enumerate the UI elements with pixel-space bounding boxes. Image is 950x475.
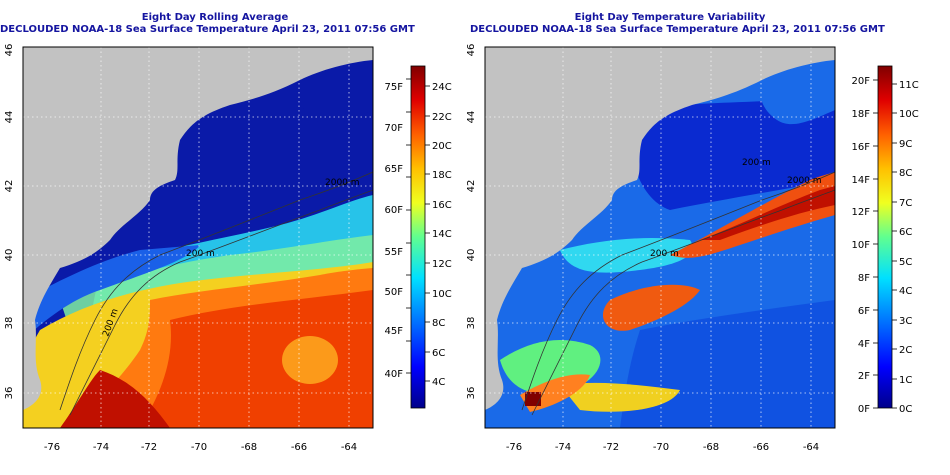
lon-tick-label: -74: [93, 442, 109, 453]
lon-tick-label: -64: [341, 442, 357, 453]
cbar-c-label: 24C: [432, 82, 452, 93]
cbar-f-label: 0F: [858, 404, 870, 415]
cbar-c-label: 0C: [899, 404, 912, 415]
cbar-c-label: 4C: [432, 377, 445, 388]
cbar-c-label: 18C: [432, 170, 452, 181]
left-latitude-ticks: 36 38 40 42 44 46: [4, 44, 15, 400]
right-map-subtitle: DECLOUDED NOAA-18 Sea Surface Temperatur…: [470, 24, 885, 35]
cbar-f-label: 70F: [385, 123, 404, 134]
cbar-c-label: 20C: [432, 141, 452, 152]
cbar-c-label: 22C: [432, 112, 452, 123]
right-latitude-ticks: 36 38 40 42 44 46: [466, 44, 477, 400]
right-land-mass: [485, 47, 835, 410]
lon-tick-label: -72: [603, 442, 619, 453]
lon-tick-label: -76: [506, 442, 522, 453]
cbar-f-label: 16F: [852, 142, 871, 153]
right-colorbar: 0F 2F 4F 6F 8F 10F 12F 14F 16F 18F 20F 0…: [852, 65, 919, 415]
cbar-c-label: 6C: [899, 227, 912, 238]
right-map-title: Eight Day Temperature Variability: [574, 12, 766, 23]
cbar-f-label: 12F: [852, 207, 871, 218]
cbar-f-label: 4F: [858, 339, 870, 350]
cbar-f-label: 18F: [852, 109, 871, 120]
cbar-f-label: 40F: [385, 369, 404, 380]
cbar-c-label: 1C: [899, 375, 912, 386]
cbar-c-label: 2C: [899, 345, 912, 356]
right-contour-label: 200 m: [650, 249, 679, 259]
cbar-c-label: 4C: [899, 286, 912, 297]
cbar-f-label: 75F: [385, 82, 404, 93]
right-variability-map: 200 m 2000 m 200 m: [485, 47, 835, 428]
lon-tick-label: -74: [555, 442, 571, 453]
lon-tick-label: -72: [141, 442, 157, 453]
right-contour-label: 200 m: [742, 158, 771, 168]
lat-tick-label: 40: [466, 249, 477, 262]
cbar-f-label: 65F: [385, 164, 404, 175]
cbar-f-label: 55F: [385, 247, 404, 258]
left-sst-map: 200 m 2000 m 200 m: [23, 47, 373, 428]
cbar-c-label: 11C: [899, 80, 919, 91]
lat-tick-label: 36: [466, 387, 477, 400]
cbar-c-label: 12C: [432, 259, 452, 270]
lat-tick-label: 40: [4, 249, 15, 262]
left-colorbar: 40F 45F 50F 55F 60F 65F 70F 75F 4C 6C 8C…: [385, 65, 452, 409]
lon-tick-label: -68: [241, 442, 257, 453]
cbar-c-label: 16C: [432, 200, 452, 211]
lat-tick-label: 42: [466, 180, 477, 193]
right-longitude-ticks: -76 -74 -72 -70 -68 -66 -64: [506, 442, 819, 453]
cbar-c-label: 8C: [899, 168, 912, 179]
right-contour-label: 2000 m: [787, 176, 822, 186]
cbar-c-label: 7C: [899, 198, 912, 209]
lon-tick-label: -64: [803, 442, 819, 453]
cbar-f-label: 45F: [385, 326, 404, 337]
left-land-mass: [23, 47, 373, 410]
lon-tick-label: -66: [291, 442, 307, 453]
lat-tick-label: 46: [4, 44, 15, 57]
lat-tick-label: 42: [4, 180, 15, 193]
lat-tick-label: 38: [466, 317, 477, 330]
cbar-c-label: 10C: [432, 289, 452, 300]
lon-tick-label: -66: [753, 442, 769, 453]
lat-tick-label: 44: [4, 111, 15, 124]
lon-tick-label: -70: [191, 442, 207, 453]
right-map-frame: [484, 46, 836, 429]
left-map-subtitle: DECLOUDED NOAA-18 Sea Surface Temperatur…: [0, 24, 415, 35]
cbar-f-label: 6F: [858, 306, 870, 317]
cbar-f-label: 50F: [385, 287, 404, 298]
cbar-f-label: 10F: [852, 240, 871, 251]
lon-tick-label: -76: [44, 442, 60, 453]
cbar-c-label: 5C: [899, 257, 912, 268]
cbar-f-label: 14F: [852, 175, 871, 186]
cbar-c-label: 8C: [432, 318, 445, 329]
lon-tick-label: -68: [703, 442, 719, 453]
left-map-frame: [22, 46, 374, 429]
left-longitude-ticks: -76 -74 -72 -70 -68 -66 -64: [44, 442, 357, 453]
cbar-c-label: 3C: [899, 316, 912, 327]
left-map-title: Eight Day Rolling Average: [141, 12, 289, 23]
cbar-f-label: 8F: [858, 273, 870, 284]
lat-tick-label: 44: [466, 111, 477, 124]
lat-tick-label: 38: [4, 317, 15, 330]
cbar-f-label: 60F: [385, 205, 404, 216]
left-contour-label: 2000 m: [325, 178, 360, 188]
cbar-c-label: 6C: [432, 348, 445, 359]
left-contour-label: 200 m: [186, 249, 215, 259]
cbar-c-label: 14C: [432, 229, 452, 240]
lat-tick-label: 36: [4, 387, 15, 400]
cbar-c-label: 10C: [899, 109, 919, 120]
cbar-f-label: 2F: [858, 371, 870, 382]
lat-tick-label: 46: [466, 44, 477, 57]
cbar-f-label: 20F: [852, 76, 871, 87]
cbar-c-label: 9C: [899, 139, 912, 150]
lon-tick-label: -70: [653, 442, 669, 453]
